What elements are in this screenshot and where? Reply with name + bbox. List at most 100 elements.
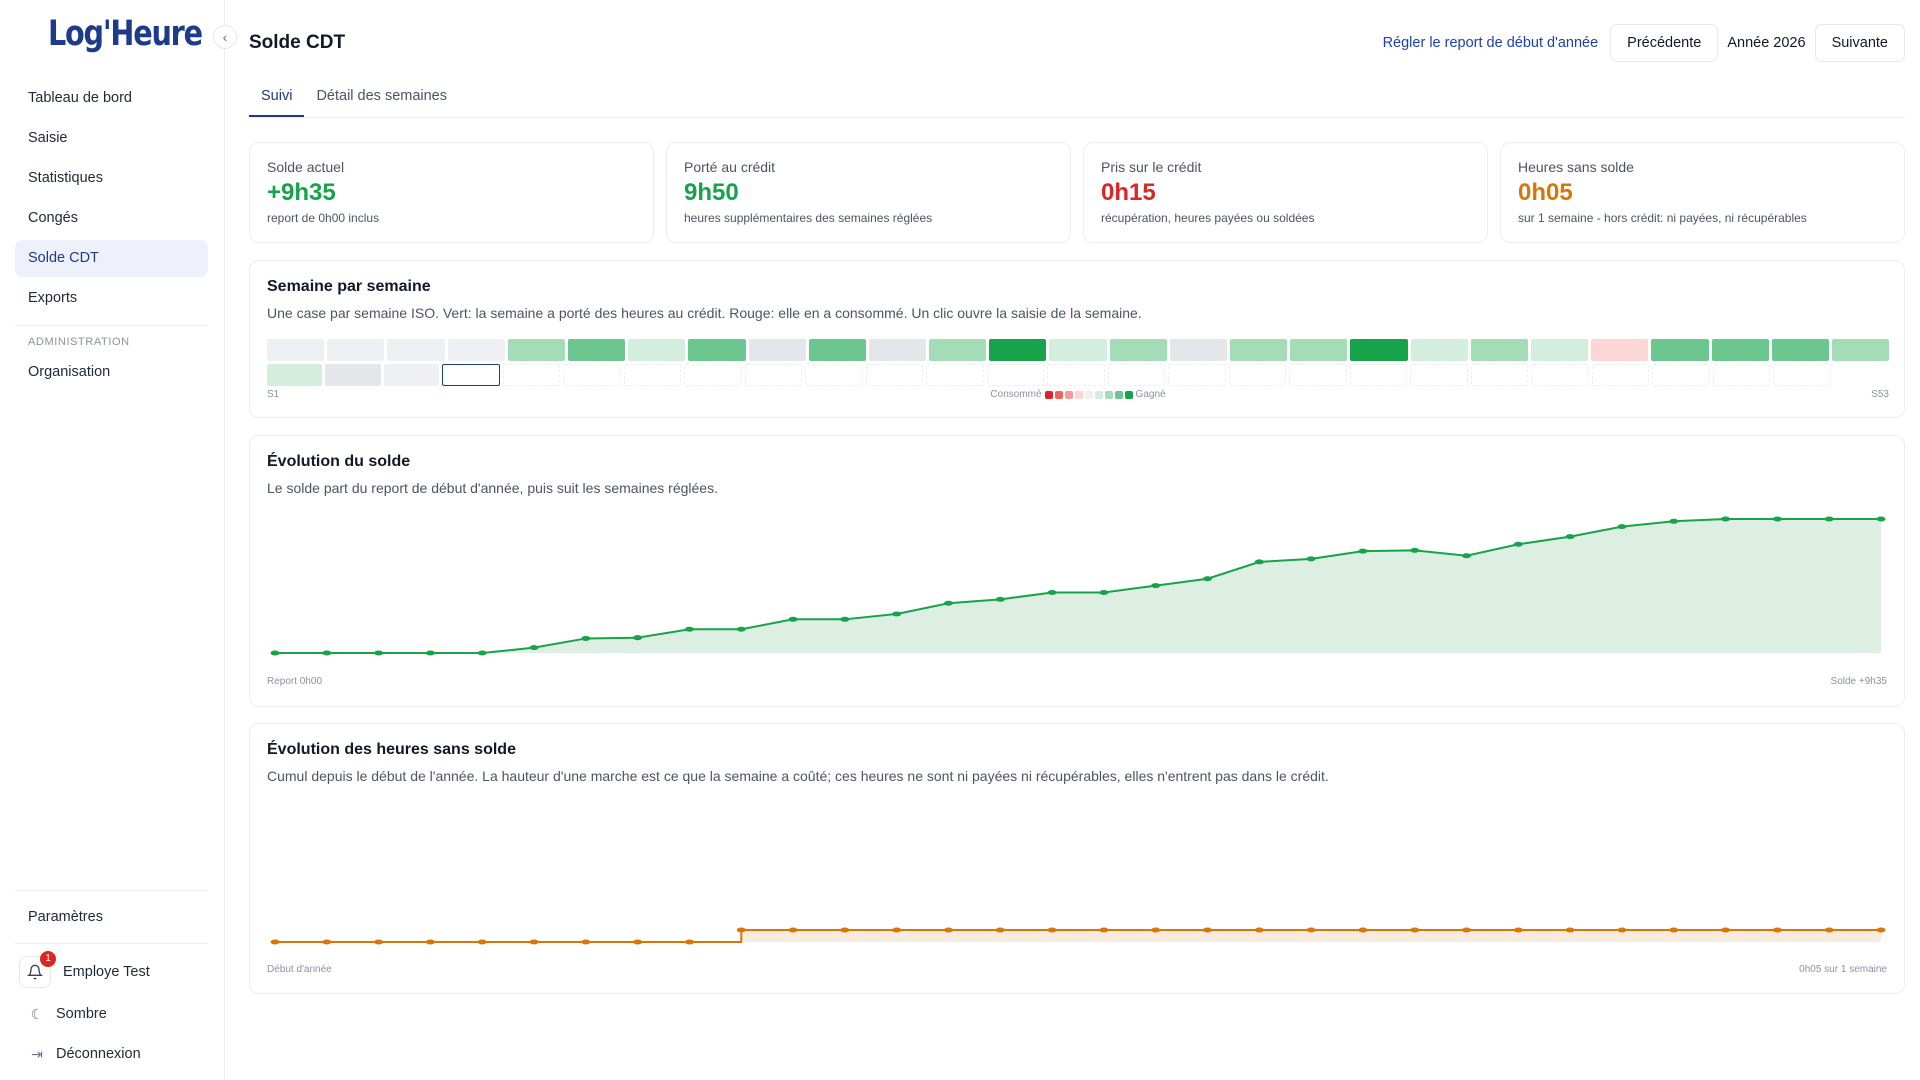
week-cell[interactable] [442, 364, 500, 386]
week-cell[interactable] [684, 364, 742, 386]
week-cell[interactable] [1591, 364, 1650, 386]
chart-point[interactable] [1513, 927, 1523, 933]
chart-point[interactable] [1772, 516, 1782, 522]
week-cell[interactable] [1470, 339, 1528, 361]
chart-point[interactable] [374, 650, 384, 656]
sidebar-item-dashboard[interactable]: Tableau de bord [28, 90, 132, 106]
week-cell[interactable] [748, 339, 806, 361]
chart-point[interactable] [633, 635, 643, 641]
week-cell[interactable] [808, 339, 866, 361]
adjust-carryover-link[interactable]: Régler le report de début d'année [1382, 35, 1599, 51]
week-cell[interactable] [1651, 339, 1709, 361]
week-cell[interactable] [1230, 339, 1288, 361]
week-cell[interactable] [1290, 339, 1348, 361]
previous-year-button[interactable]: Précédente [1610, 24, 1719, 62]
chart-point[interactable] [1410, 927, 1420, 933]
chart-point[interactable] [943, 927, 953, 933]
week-cell[interactable] [327, 339, 385, 361]
week-cell[interactable] [1169, 339, 1227, 361]
chart-point[interactable] [477, 650, 487, 656]
week-cell[interactable] [744, 364, 803, 386]
chart-point[interactable] [840, 927, 850, 933]
chart-point[interactable] [1565, 534, 1575, 540]
chart-point[interactable] [270, 650, 280, 656]
week-cell[interactable] [1228, 364, 1287, 386]
chart-point[interactable] [943, 600, 953, 606]
week-cell[interactable] [1168, 364, 1226, 386]
sidebar-item-entry[interactable]: Saisie [28, 130, 68, 146]
chart-point[interactable] [581, 939, 591, 945]
theme-toggle[interactable]: ☾ Sombre [15, 994, 208, 1034]
notifications-button[interactable]: 1 [19, 951, 56, 988]
week-cell[interactable] [267, 364, 323, 386]
week-cell[interactable] [1470, 364, 1529, 386]
chart-point[interactable] [1306, 556, 1316, 562]
week-cell[interactable] [989, 339, 1047, 361]
sidebar-item-statistics[interactable]: Statistiques [28, 170, 103, 186]
week-cell[interactable] [1773, 364, 1831, 386]
sidebar-item-organisation[interactable]: Organisation [28, 364, 111, 380]
chart-point[interactable] [995, 927, 1005, 933]
chart-point[interactable] [788, 927, 798, 933]
chart-point[interactable] [322, 650, 332, 656]
week-cell[interactable] [563, 364, 621, 386]
app-logo[interactable]: Log'Heure [48, 14, 203, 54]
week-cell[interactable] [1410, 364, 1468, 386]
chart-point[interactable] [1254, 927, 1264, 933]
sidebar-item-cdt-balance[interactable]: Solde CDT [15, 240, 208, 277]
chart-point[interactable] [1203, 927, 1213, 933]
chart-point[interactable] [633, 939, 643, 945]
week-cell[interactable] [865, 364, 924, 386]
chart-point[interactable] [995, 596, 1005, 602]
collapse-sidebar-button[interactable]: ‹ [213, 25, 237, 49]
chart-point[interactable] [425, 650, 435, 656]
chart-point[interactable] [1151, 583, 1161, 589]
week-cell[interactable] [926, 364, 984, 386]
week-cell[interactable] [805, 364, 863, 386]
chart-point[interactable] [270, 939, 280, 945]
chart-point[interactable] [1462, 553, 1472, 559]
week-cell[interactable] [1047, 364, 1105, 386]
chart-point[interactable] [425, 939, 435, 945]
chart-point[interactable] [1824, 927, 1834, 933]
chart-point[interactable] [840, 616, 850, 622]
chart-point[interactable] [1203, 576, 1213, 582]
chart-point[interactable] [322, 939, 332, 945]
logout-button[interactable]: ⇥ Déconnexion [15, 1034, 208, 1074]
week-cell[interactable] [1107, 364, 1166, 386]
week-cell[interactable] [929, 339, 987, 361]
week-cell[interactable] [1350, 339, 1408, 361]
sidebar-item-settings[interactable]: Paramètres [28, 909, 103, 925]
chart-point[interactable] [1876, 516, 1886, 522]
week-cell[interactable] [1289, 364, 1347, 386]
chart-point[interactable] [788, 616, 798, 622]
chart-point[interactable] [1513, 541, 1523, 547]
chart-point[interactable] [1358, 548, 1368, 554]
week-cell[interactable] [628, 339, 686, 361]
week-cell[interactable] [267, 339, 325, 361]
sidebar-item-leave[interactable]: Congés [28, 210, 78, 226]
sidebar-item-exports[interactable]: Exports [28, 290, 78, 306]
week-cell[interactable] [1109, 339, 1167, 361]
chart-point[interactable] [1099, 590, 1109, 596]
week-cell[interactable] [1711, 339, 1769, 361]
chart-point[interactable] [1876, 927, 1886, 933]
chart-point[interactable] [1410, 547, 1420, 553]
chart-point[interactable] [1306, 927, 1316, 933]
week-cell[interactable] [868, 339, 927, 361]
week-cell[interactable] [623, 364, 682, 386]
user-name[interactable]: Employe Test [63, 964, 150, 980]
week-cell[interactable] [1049, 339, 1107, 361]
chart-point[interactable] [1721, 927, 1731, 933]
chart-point[interactable] [892, 611, 902, 617]
week-cell[interactable] [1591, 339, 1649, 361]
week-cell[interactable] [1712, 364, 1771, 386]
chart-point[interactable] [1669, 518, 1679, 524]
chart-point[interactable] [1721, 516, 1731, 522]
chart-point[interactable] [1047, 927, 1057, 933]
chart-point[interactable] [1254, 559, 1264, 565]
chart-point[interactable] [1824, 516, 1834, 522]
chart-point[interactable] [1772, 927, 1782, 933]
week-cell[interactable] [1652, 364, 1710, 386]
chart-point[interactable] [684, 626, 694, 632]
